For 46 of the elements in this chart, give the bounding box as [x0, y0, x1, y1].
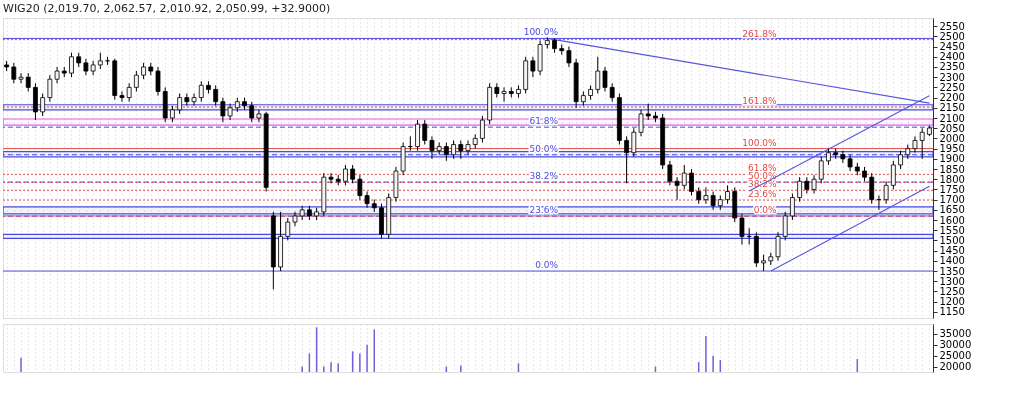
y-tick-label: 35000 [939, 328, 972, 340]
y-tick-label: 2350 [939, 61, 965, 73]
y-tick-label: 1400 [939, 255, 965, 267]
y-tick-label: 2200 [939, 92, 965, 104]
y-tick-label: 1600 [939, 214, 965, 226]
annotation: 161.8% [742, 95, 777, 106]
y-tick-label: 20000 [939, 361, 972, 373]
y-tick-label: 2250 [939, 81, 965, 93]
y-tick-label: 30000 [939, 339, 972, 351]
y-tick-label: 2300 [939, 71, 965, 83]
annotation: 23.6% [529, 205, 559, 216]
y-tick-label: 1350 [939, 265, 965, 277]
annotation: 100.0% [523, 27, 559, 38]
annotation: 50.0% [747, 171, 777, 182]
annotation: 38.2% [529, 171, 559, 182]
y-tick-label: 1700 [939, 194, 965, 206]
y-tick-label: 1200 [939, 296, 965, 308]
annotation: 61.8% [747, 163, 777, 174]
y-tick-label: 2450 [939, 41, 965, 53]
annotation: 23.6% [747, 189, 777, 200]
y-tick-label: 2500 [939, 30, 965, 42]
y-tick-label: 2550 [939, 20, 965, 32]
y-tick-label: 1800 [939, 173, 965, 185]
y-tick-label: 1900 [939, 153, 965, 165]
y-tick-label: 1300 [939, 275, 965, 287]
chart-title: WIG20 (2,019.70, 2,062.57, 2,010.92, 2,050.99, +32.9000) [3, 2, 331, 15]
annotation: 261.8% [742, 28, 777, 39]
annotation: 0.0% [535, 260, 559, 271]
y-tick-label: 1750 [939, 183, 965, 195]
y-tick-label: 25000 [939, 350, 972, 362]
y-tick-label: 2000 [939, 132, 965, 144]
y-tick-label: 1850 [939, 163, 965, 175]
y-tick-label: 2150 [939, 102, 965, 114]
y-tick-label: 1550 [939, 224, 965, 236]
y-tick-label: 1450 [939, 245, 965, 257]
y-tick-label: 2400 [939, 51, 965, 63]
annotation: 100.0% [742, 137, 777, 148]
y-tick-label: 1500 [939, 234, 965, 246]
annotation: 0.0% [753, 204, 777, 215]
y-tick-label: 1150 [939, 306, 965, 318]
y-tick-label: 1650 [939, 204, 965, 216]
y-tick-label: 2050 [939, 122, 965, 134]
y-tick-label: 2100 [939, 112, 965, 124]
y-tick-label: 1250 [939, 285, 965, 297]
y-tick-label: 1950 [939, 143, 965, 155]
annotation: 61.8% [529, 116, 559, 127]
